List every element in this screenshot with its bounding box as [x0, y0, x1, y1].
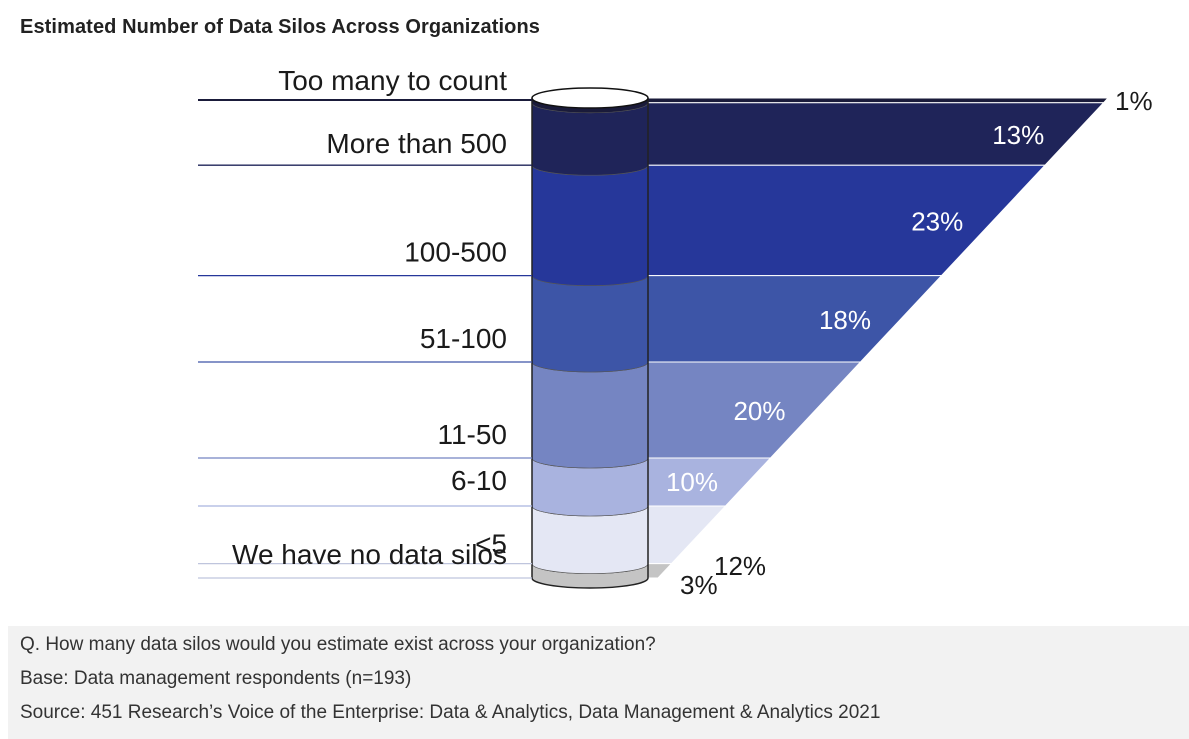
cylinder-segment [531, 102, 649, 176]
cylinder-segment [531, 361, 649, 469]
wedge-segment [647, 563, 673, 579]
wedge-segment [647, 164, 1047, 277]
value-label: 23% [911, 206, 963, 236]
value-label: 20% [733, 396, 785, 426]
category-label: 6-10 [451, 465, 507, 496]
survey-base: Base: Data management respondents (n=193… [20, 668, 412, 689]
category-label: 51-100 [420, 323, 507, 354]
value-label: 13% [992, 120, 1044, 150]
value-labels: 1% 13% 23% 18% 20% 10% 12%3% [666, 86, 1153, 600]
value-label: 3% [680, 570, 718, 600]
category-label: Too many to count [278, 65, 507, 96]
value-label: 10% [666, 467, 718, 497]
category-label: <5 [475, 529, 507, 560]
cylinder-outline [531, 98, 649, 589]
survey-source: Source: 451 Research’s Voice of the Ente… [20, 702, 881, 723]
cylinder-segments [531, 87, 649, 589]
category-label: We have no data silos [232, 539, 507, 570]
value-label: 18% [819, 305, 871, 335]
silo-funnel-chart: Too many to count More than 500 100-500 51-… [198, 65, 1153, 600]
cylinder-segment [531, 275, 649, 373]
category-label: More than 500 [326, 128, 507, 159]
wedge-segment [647, 275, 943, 363]
chart-title: Estimated Number of Data Silos Across Or… [20, 16, 541, 38]
value-label: 12% [714, 551, 766, 581]
wedge-segments [647, 97, 1110, 579]
category-label: 11-50 [437, 419, 507, 450]
footer-notes: Q. How many data silos would you estimat… [8, 626, 1189, 739]
cylinder-top-cap [531, 87, 649, 109]
category-labels: Too many to count More than 500 100-500 51-… [232, 65, 507, 570]
category-leader-lines [198, 99, 532, 579]
cylinder-segment [531, 165, 649, 286]
category-label: 100-500 [404, 237, 507, 268]
survey-question: Q. How many data silos would you estimat… [20, 634, 656, 655]
wedge-segment [647, 97, 1110, 104]
value-label: 1% [1115, 86, 1153, 116]
